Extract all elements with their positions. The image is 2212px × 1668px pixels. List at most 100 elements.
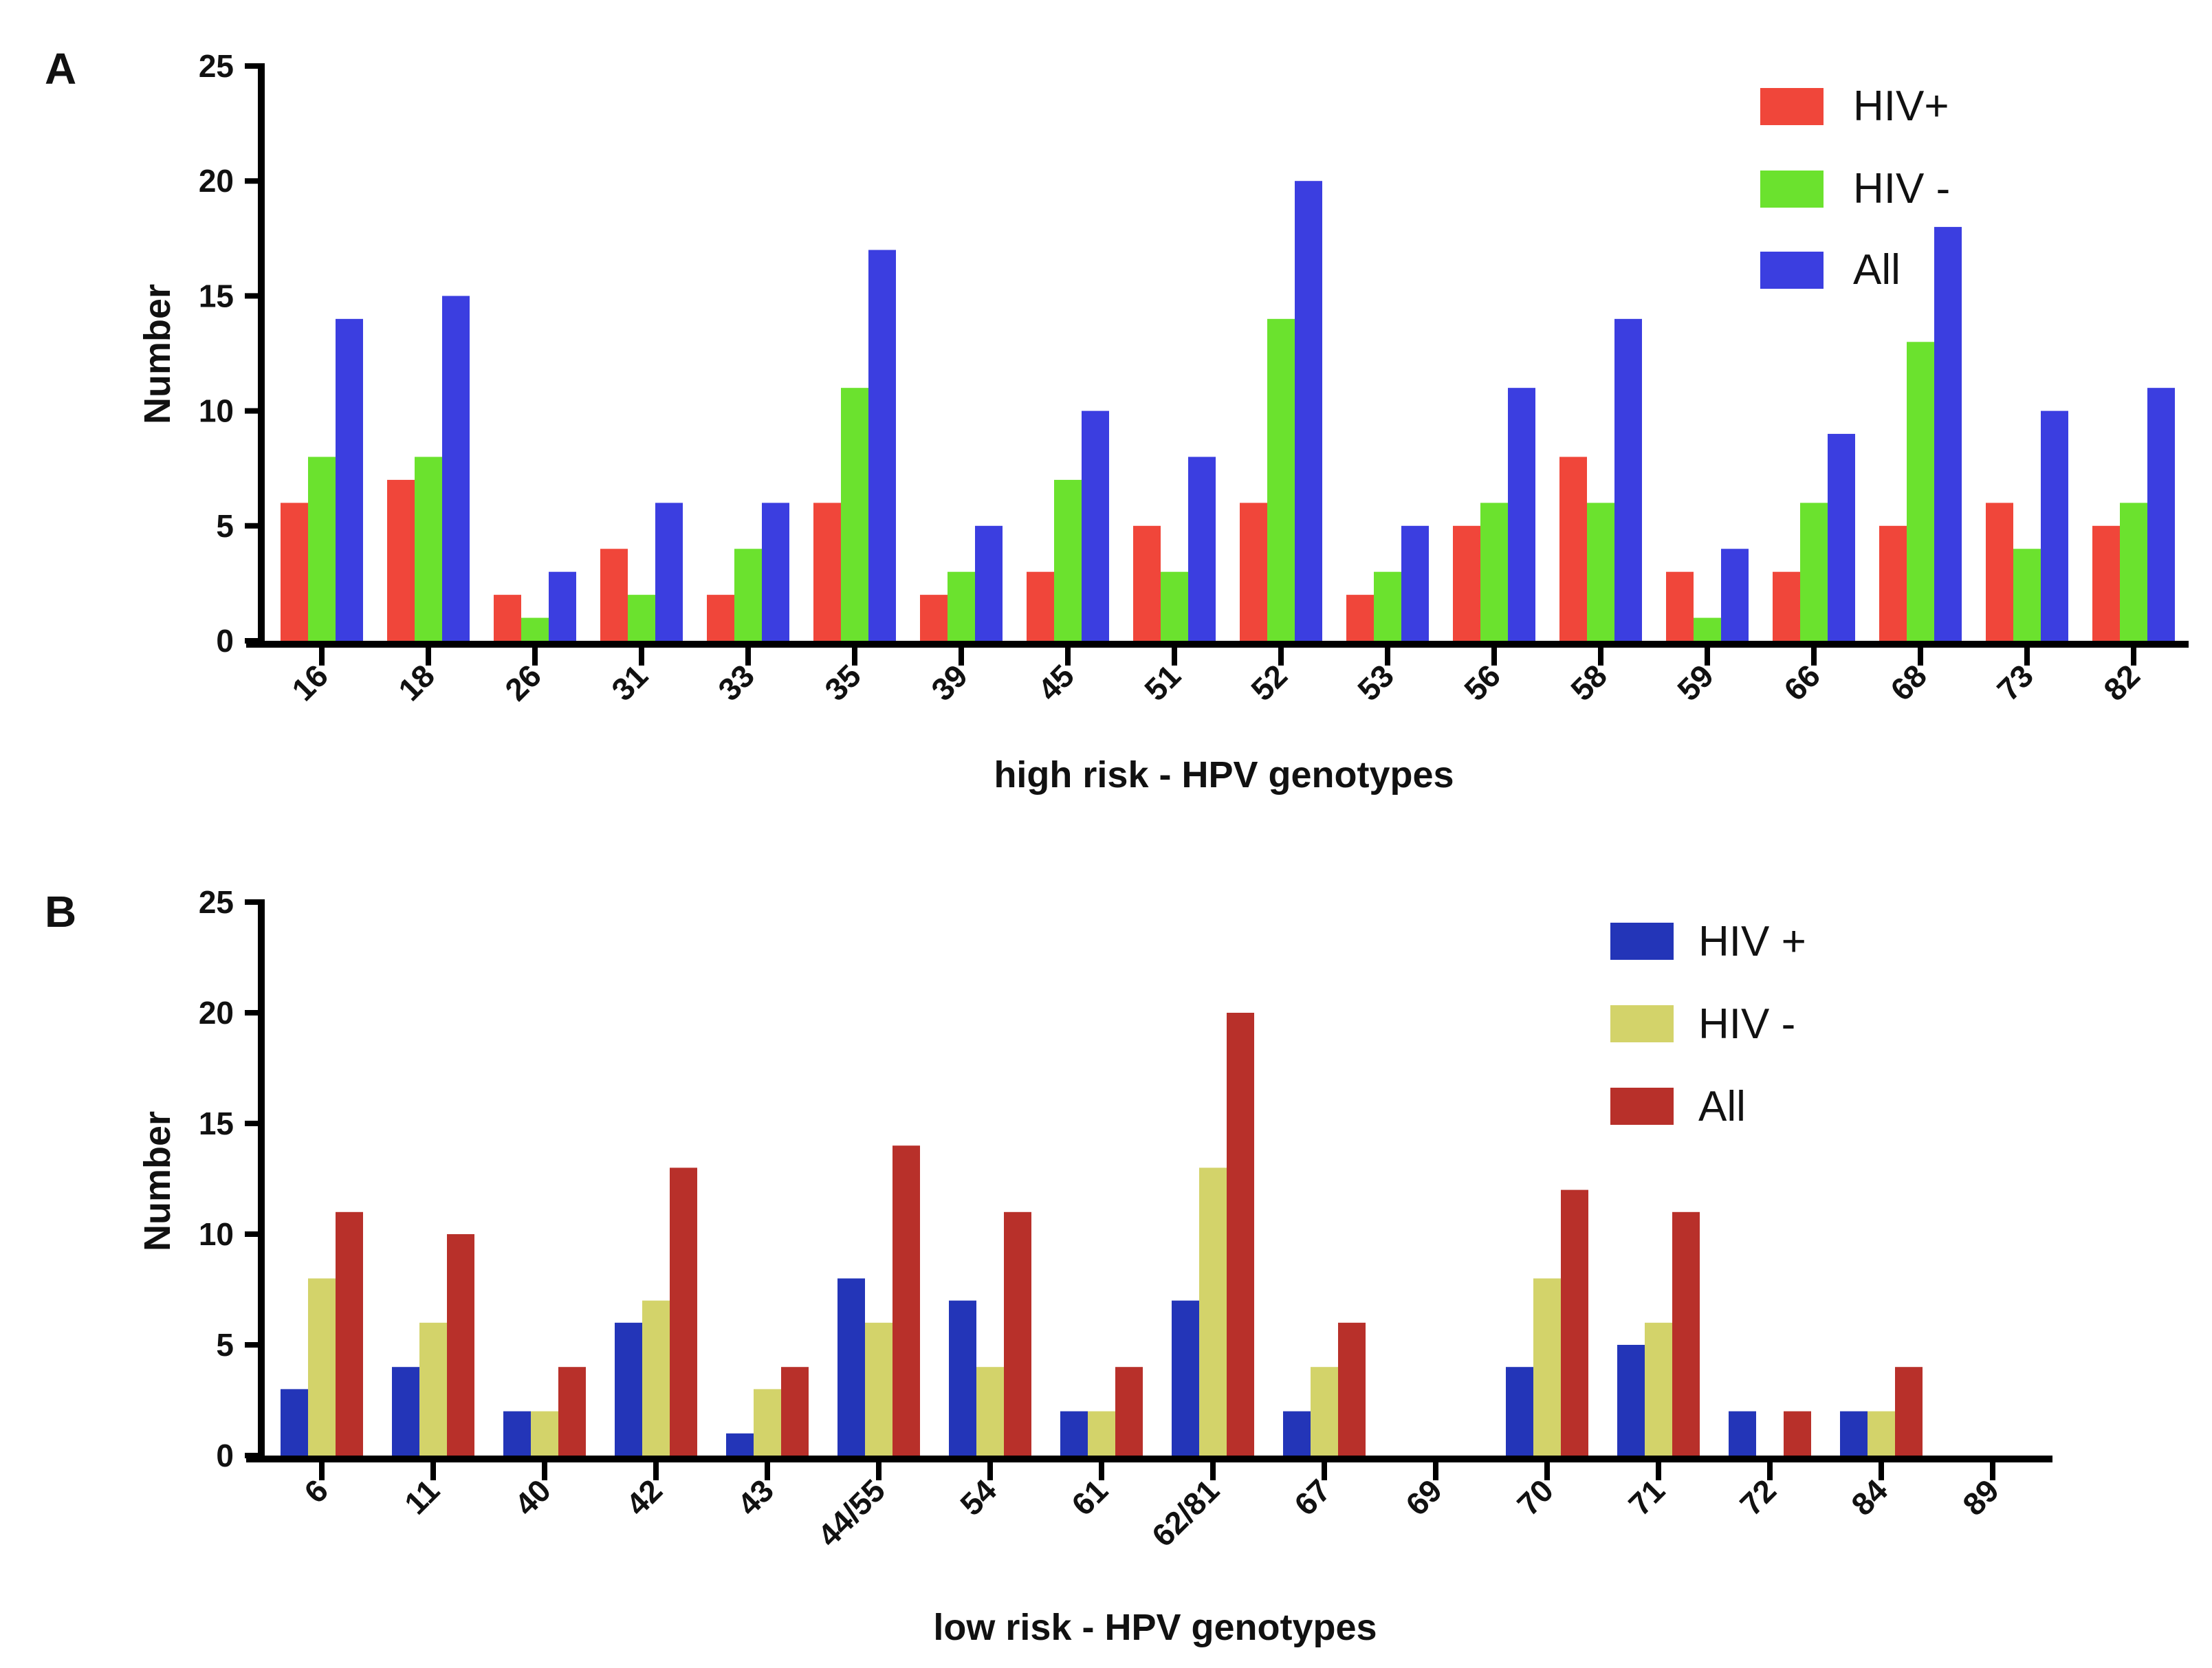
- bar-a-68-0: [1879, 525, 1907, 641]
- bar-a-35-2: [868, 250, 896, 641]
- x-tick-label-a-35: 35: [818, 657, 868, 707]
- bar-b-43-1: [754, 1389, 781, 1456]
- bar-a-66-0: [1773, 571, 1800, 641]
- bar-a-59-2: [1721, 549, 1749, 641]
- y-tick-label-a-15: 15: [199, 278, 234, 314]
- bar-b-84-0: [1840, 1411, 1868, 1456]
- x-tick-label-a-58: 58: [1564, 657, 1614, 707]
- x-tick-label-b-40: 40: [507, 1472, 558, 1522]
- bar-b-44-55-2: [893, 1145, 920, 1456]
- bar-b-70-1: [1533, 1278, 1561, 1456]
- bar-a-33-1: [734, 549, 762, 641]
- x-tick-label-b-6: 6: [297, 1472, 335, 1510]
- bar-a-31-1: [628, 595, 655, 641]
- bar-a-45-2: [1082, 410, 1109, 641]
- bar-a-18-0: [387, 479, 415, 641]
- panel-b-x-axis-title: low risk - HPV genotypes: [933, 1607, 1377, 1648]
- legend-b-label-all: All: [1698, 1083, 1746, 1130]
- bar-a-33-2: [762, 503, 789, 641]
- bar-b-72-0: [1729, 1411, 1756, 1456]
- bar-a-66-1: [1800, 503, 1828, 641]
- bar-b-43-0: [726, 1433, 754, 1456]
- panel-a-y-axis-title: Number: [137, 284, 178, 424]
- panel-b-y-ticks: 0 5 10 15 20 25: [199, 884, 261, 1473]
- bar-b-67-1: [1311, 1367, 1338, 1456]
- bar-a-53-0: [1346, 595, 1374, 641]
- x-tick-label-b-61: 61: [1064, 1472, 1115, 1522]
- bar-b-62-81-2: [1227, 1013, 1254, 1456]
- bar-b-67-0: [1283, 1411, 1311, 1456]
- bar-a-56-0: [1453, 525, 1480, 641]
- bar-a-16-2: [336, 318, 363, 641]
- x-tick-label-b-43: 43: [730, 1472, 780, 1522]
- panel-a-letter: A: [45, 44, 76, 94]
- bar-b-67-2: [1338, 1322, 1366, 1456]
- bar-b-42-0: [615, 1322, 642, 1456]
- x-tick-label-b-54: 54: [953, 1472, 1003, 1522]
- bar-a-53-2: [1401, 525, 1429, 641]
- y-tick-label-b-25: 25: [199, 884, 234, 920]
- legend-a-swatch-hiv-pos: [1760, 88, 1824, 125]
- bar-b-70-0: [1506, 1367, 1533, 1456]
- x-tick-label-b-44-55: 44/55: [811, 1472, 892, 1553]
- bar-a-31-0: [600, 549, 628, 641]
- bar-a-56-1: [1480, 503, 1508, 641]
- x-tick-label-a-18: 18: [391, 657, 441, 707]
- bar-b-11-0: [392, 1367, 419, 1456]
- bar-a-82-0: [2092, 525, 2120, 641]
- bar-a-18-1: [415, 457, 442, 641]
- panel-a: A 0 5 10 15 20 25 16 18 26 31 33 35 39 45 51 52 53 56 58 5…: [45, 44, 2189, 795]
- panel-b-letter: B: [45, 887, 76, 936]
- panel-b-legend: HIV + HIV - All: [1610, 918, 1806, 1130]
- x-tick-label-a-16: 16: [285, 657, 335, 707]
- x-tick-label-a-56: 56: [1457, 657, 1507, 707]
- legend-a-label-all: All: [1853, 246, 1901, 294]
- panel-a-legend: HIV+ HIV - All: [1760, 83, 1950, 294]
- bar-a-51-2: [1188, 457, 1216, 641]
- bar-a-51-1: [1161, 571, 1188, 641]
- y-tick-label-b-15: 15: [199, 1106, 234, 1141]
- legend-a-label-hiv-neg: HIV -: [1853, 165, 1950, 212]
- bar-a-52-1: [1267, 318, 1295, 641]
- bar-a-53-1: [1374, 571, 1401, 641]
- bar-b-61-0: [1060, 1411, 1088, 1456]
- bar-a-73-2: [2041, 410, 2068, 641]
- bar-b-40-2: [558, 1367, 586, 1456]
- bar-a-31-2: [655, 503, 683, 641]
- bar-b-70-2: [1561, 1189, 1588, 1456]
- bar-a-16-0: [281, 503, 308, 641]
- y-tick-label-b-20: 20: [199, 995, 234, 1031]
- bar-b-54-0: [949, 1300, 976, 1456]
- x-tick-label-a-33: 33: [711, 657, 761, 707]
- x-tick-label-a-73: 73: [1990, 657, 2040, 707]
- bar-a-16-1: [308, 457, 336, 641]
- bar-b-6-2: [336, 1211, 363, 1456]
- bar-a-39-1: [948, 571, 975, 641]
- bar-b-6-0: [281, 1389, 308, 1456]
- bar-b-40-0: [503, 1411, 531, 1456]
- panel-a-x-axis-title: high risk - HPV genotypes: [994, 754, 1454, 795]
- bar-a-59-0: [1666, 571, 1694, 641]
- panel-a-y-ticks: 0 5 10 15 20 25: [199, 48, 261, 659]
- legend-b-swatch-all: [1610, 1088, 1674, 1125]
- x-tick-label-a-31: 31: [604, 657, 655, 707]
- x-tick-label-a-26: 26: [498, 657, 548, 707]
- x-tick-label-a-66: 66: [1777, 657, 1827, 707]
- bar-a-82-1: [2120, 503, 2147, 641]
- bar-a-39-2: [975, 525, 1003, 641]
- bar-a-56-2: [1508, 388, 1535, 641]
- x-tick-label-b-42: 42: [619, 1472, 669, 1522]
- bar-a-58-2: [1614, 318, 1642, 641]
- x-tick-label-b-89: 89: [1956, 1472, 2006, 1522]
- bar-b-11-1: [419, 1322, 447, 1456]
- x-tick-label-b-62-81: 62/81: [1145, 1472, 1226, 1553]
- bar-b-44-55-0: [837, 1278, 865, 1456]
- x-tick-label-a-53: 53: [1350, 657, 1401, 707]
- x-tick-label-b-84: 84: [1844, 1472, 1894, 1522]
- bar-b-72-2: [1784, 1411, 1811, 1456]
- bar-b-62-81-1: [1199, 1167, 1227, 1456]
- x-tick-label-a-59: 59: [1670, 657, 1720, 707]
- bar-a-45-1: [1054, 479, 1082, 641]
- y-tick-label-b-10: 10: [199, 1216, 234, 1252]
- bar-b-42-2: [670, 1167, 697, 1456]
